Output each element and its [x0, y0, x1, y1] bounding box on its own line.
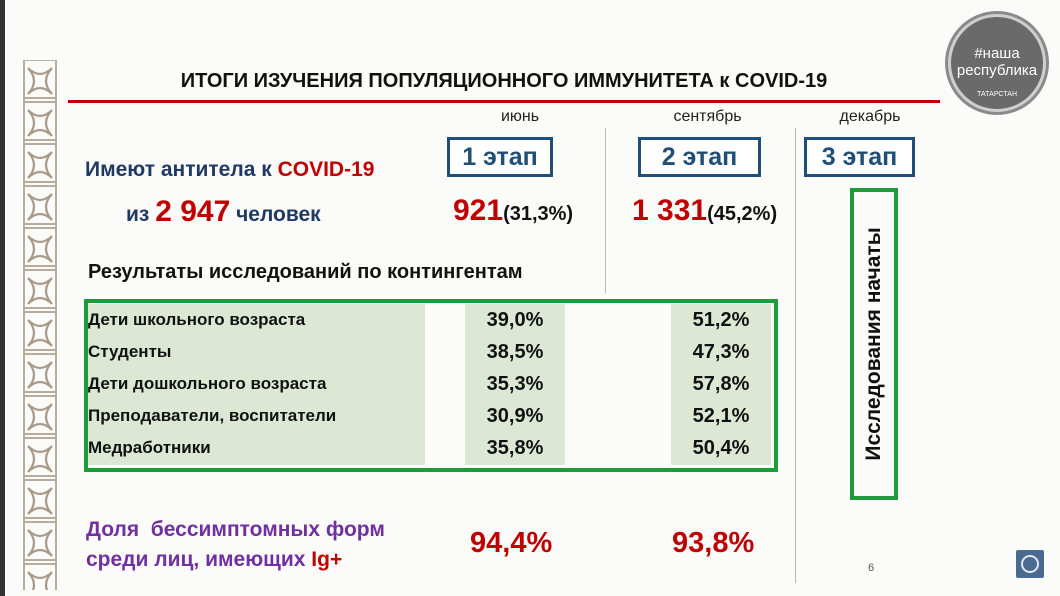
stage2-value: 57,8% [692, 373, 750, 395]
group-label: Студенты [88, 342, 172, 361]
stage1-value: 35,8% [486, 437, 544, 459]
title-underline [68, 100, 940, 103]
stage1-value: 35,3% [486, 373, 544, 395]
asymptomatic-line1: Доля бессимптомных форм [86, 518, 385, 541]
group-label: Дети школьного возраста [88, 310, 306, 329]
results-table-frame [84, 299, 778, 472]
results-heading: Результаты исследований по контингентам [88, 261, 523, 283]
month-september: сентябрь [673, 108, 742, 125]
group-labels: Дети школьного возраста Студенты Дети до… [88, 304, 425, 465]
stage2-values: 51,2% 47,3% 57,8% 52,1% 50,4% [671, 304, 771, 465]
logo-text-2: республика [956, 62, 1038, 79]
stage1-values: 39,0% 38,5% 35,3% 30,9% 35,8% [465, 304, 565, 465]
stage1-value: 38,5% [486, 341, 544, 363]
stage2-value: 47,3% [692, 341, 750, 363]
group-label: Медработники [88, 438, 211, 457]
stage2-value: 50,4% [692, 437, 750, 459]
slide-title: ИТОГИ ИЗУЧЕНИЯ ПОПУЛЯЦИОННОГО ИММУНИТЕТА… [180, 70, 828, 92]
month-december: декабрь [839, 108, 901, 125]
nasha-respublika-logo: #наша республика ТАТАРСТАН [948, 14, 1046, 112]
antibodies-line1: Имеют антитела к COVID-19 [85, 158, 375, 181]
asymptomatic-line2: среди лиц, имеющих Ig+ [86, 548, 343, 571]
stage1-value: 39,0% [486, 309, 544, 331]
stage1-antibodies: 921(31,3%) [453, 194, 574, 227]
ornament-border-icon [22, 60, 58, 590]
page-number: 6 [868, 562, 875, 574]
stage1-value: 30,9% [486, 405, 544, 427]
tatarstan-emblem-icon [1016, 550, 1044, 578]
stage2-antibodies: 1 331(45,2%) [632, 194, 778, 227]
stage2-value: 51,2% [692, 309, 750, 331]
antibodies-line2: из 2 947 человек [126, 195, 321, 228]
stage3-status: Исследования начаты [862, 227, 885, 461]
stage-1-box: 1 этап [447, 137, 553, 177]
column-divider [605, 128, 606, 293]
stage3-status-box: Исследования начаты [850, 188, 898, 500]
stage-2-box: 2 этап [638, 137, 761, 177]
asymptomatic-stage1: 94,4% [470, 527, 553, 559]
month-june: июнь [500, 108, 540, 125]
group-label: Преподаватели, воспитатели [88, 406, 337, 425]
group-label: Дети дошкольного возраста [88, 374, 327, 393]
asymptomatic-stage2: 93,8% [672, 527, 755, 559]
logo-ring-text: ТАТАРСТАН [976, 91, 1018, 98]
stage-3-box: 3 этап [804, 137, 915, 177]
slide-edge [0, 0, 5, 596]
column-divider [795, 128, 796, 583]
stage2-value: 52,1% [692, 405, 750, 427]
logo-text-1: #наша [974, 45, 1020, 62]
